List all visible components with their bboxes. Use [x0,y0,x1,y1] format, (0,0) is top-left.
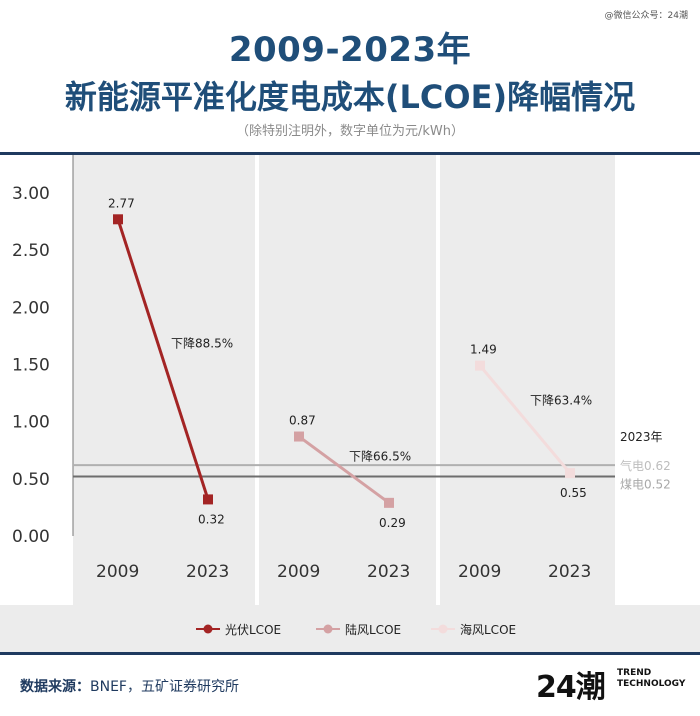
legend-label: 海风LCOE [460,622,516,637]
y-tick-label: 2.00 [12,298,50,318]
source-label: 数据来源： [20,679,90,695]
y-tick-label: 2.50 [12,241,50,261]
x-tick-label: 2023 [548,562,591,582]
bottom-divider [0,652,700,655]
chart-subtitle: （除特别注明外，数字单位为元/kWh） [235,124,464,139]
plot-panel-bg [259,155,436,605]
reduction-annotation: 下降63.4% [530,394,592,408]
data-label: 0.55 [560,486,587,500]
data-label: 1.49 [470,343,497,357]
y-tick-label: 1.00 [12,413,50,433]
data-point [203,494,213,505]
series-line [116,218,210,500]
chart-title: 2009-2023年 [228,30,472,70]
x-tick-label: 2009 [277,562,320,582]
legend-marker [323,624,333,634]
data-label: 0.29 [379,516,406,530]
legend-marker [203,624,213,634]
top-divider [0,152,700,155]
x-tick-label: 2023 [367,562,410,582]
x-tick-label: 2023 [186,562,229,582]
data-point [384,497,394,508]
reference-label: 煤电0.52 [620,477,671,491]
legend-marker [438,624,448,634]
reduction-annotation: 下降88.5% [171,336,233,350]
reduction-annotation: 下降66.5% [349,450,411,464]
logo-line2: TECHNOLOGY [617,679,686,689]
y-tick-label: 1.50 [12,356,50,376]
y-tick-label: 0.00 [12,527,50,547]
legend-label: 光伏LCOE [225,623,281,637]
data-label: 0.87 [289,414,316,428]
series-line [298,435,390,505]
data-point [565,468,575,479]
data-source: 数据来源：BNEF，五矿证券研究所 [20,676,239,696]
y-tick-label: 3.00 [12,184,50,204]
brand-logo: 24潮 [536,670,606,705]
panel-separator [436,155,440,605]
x-tick-label: 2009 [458,562,501,582]
x-tick-label: 2009 [96,562,139,582]
data-point [475,360,485,371]
plot-panel-bg [73,155,255,605]
panel-separator [255,155,259,605]
source-text: BNEF，五矿证券研究所 [90,679,239,695]
data-label: 0.32 [198,512,225,526]
y-tick-label: 0.50 [12,470,50,490]
data-point [113,214,123,225]
data-label: 2.77 [108,196,135,210]
reference-label: 气电0.62 [620,458,671,473]
watermark: @微信公众号：24潮 [604,11,688,21]
reference-header: 2023年 [620,430,663,444]
plot-panel-bg [440,155,615,605]
chart-title-line2: 新能源平准化度电成本(LCOE)降幅情况 [64,78,636,116]
data-point [294,431,304,442]
brand-logo-text: TREND TECHNOLOGY [617,668,685,690]
legend-area [0,605,700,652]
legend-label: 陆风LCOE [345,622,401,637]
series-line [478,364,572,475]
logo-line1: TREND [617,668,652,678]
